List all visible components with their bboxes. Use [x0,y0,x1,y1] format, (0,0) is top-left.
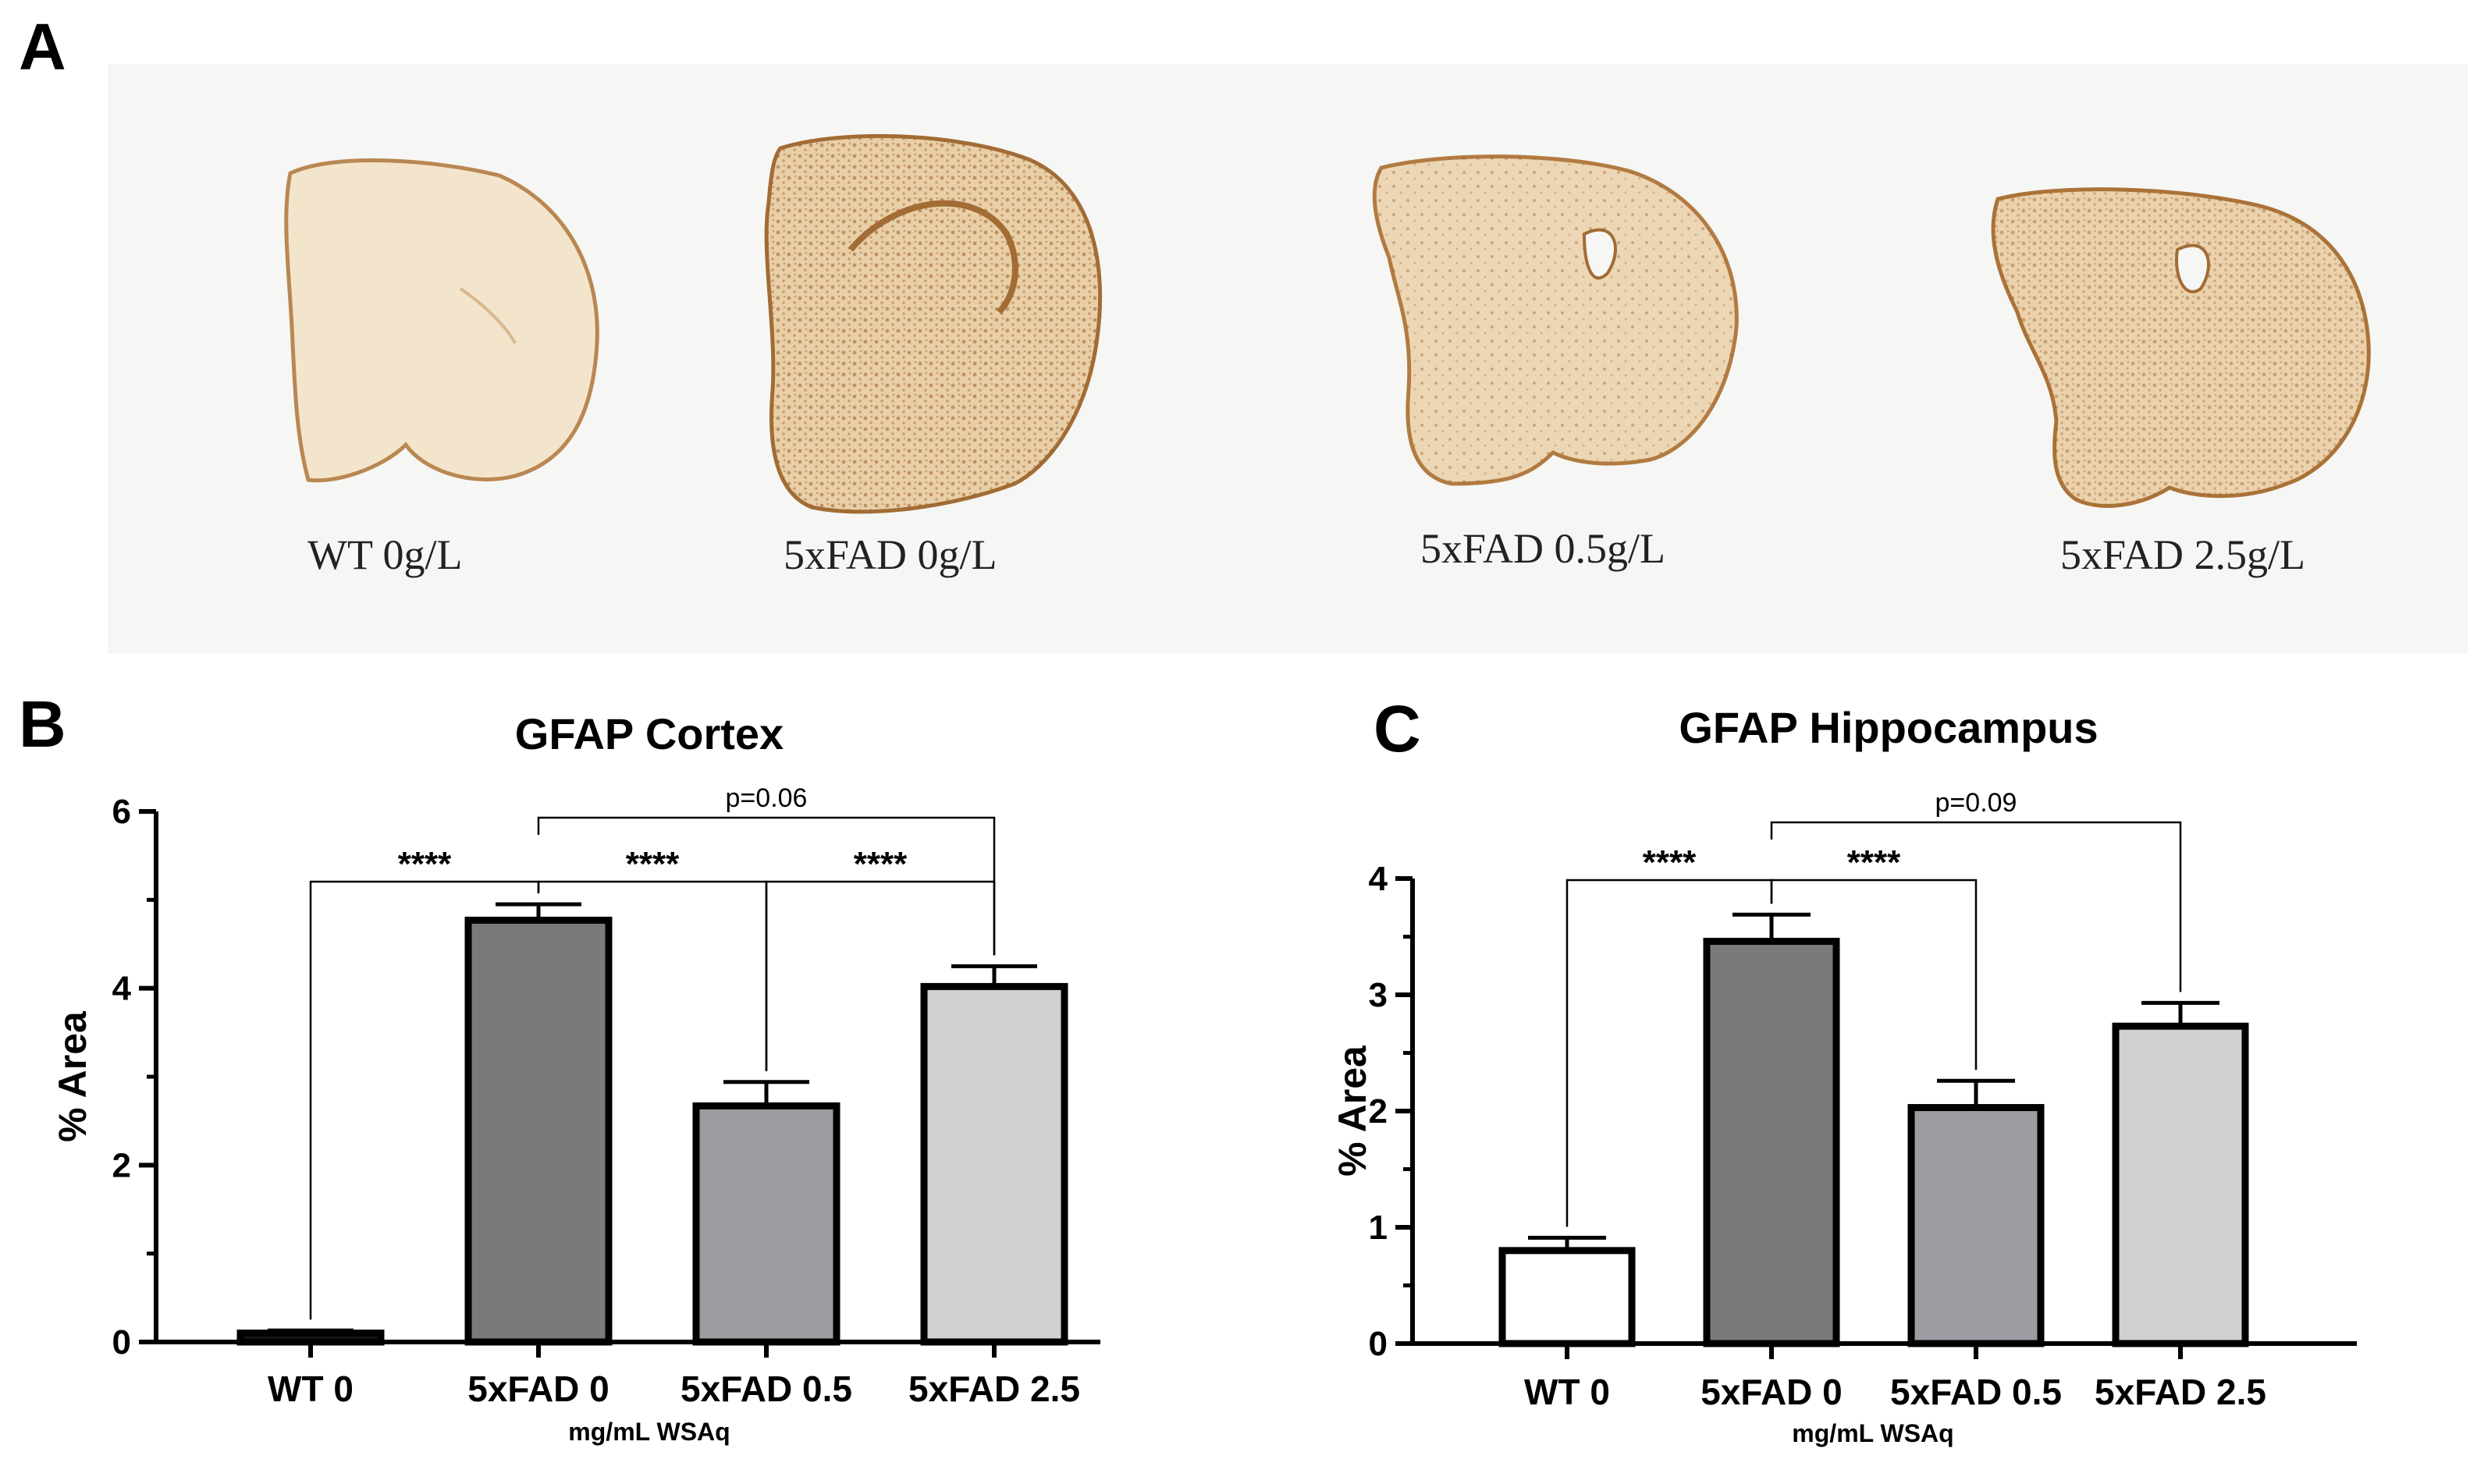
significance-stars: **** [626,845,680,883]
brain-slice-wt [284,158,599,483]
bar-wt-0 [236,1330,385,1346]
y-axis-label: % Area [51,1010,94,1142]
panel-letter-b: B [19,687,66,761]
slice-label-fad-0-5: 5xFAD 0.5g/L [1420,525,1666,572]
significance-stars: **** [854,845,908,883]
y-tick-label: 0 [112,1323,131,1362]
x-category-label: 5xFAD 0.5 [681,1369,852,1409]
chart-title: GFAP Hippocampus [1679,703,2098,752]
p-value-label: p=0.09 [1935,788,2017,818]
significance-bracket [537,816,996,956]
y-tick-label: 4 [112,970,132,1008]
x-axis-label: mg/mL WSAq [1792,1419,1953,1447]
bar-5xfad-0 [464,916,613,1346]
p-value-label: p=0.06 [726,783,808,813]
brain-slice-fad-0 [764,133,1103,514]
y-tick-label: 3 [1369,976,1388,1014]
brain-slice-fad-0-5 [1372,154,1739,486]
bar-wt-0 [1498,1247,1636,1347]
x-category-label: WT 0 [268,1369,354,1409]
chart-title: GFAP Cortex [515,709,784,758]
y-tick-label: 6 [112,793,131,831]
significance-bracket [1770,821,2182,992]
chart-gfap-hippocampus: GFAP Hippocampus 0 1 2 3 4 % Area WT 0 5xFAD 0 5x… [1331,703,2357,1447]
x-category-label: 5xFAD 0 [467,1369,609,1409]
x-category-label: 5xFAD 0 [1700,1372,1843,1412]
brain-slice-fad-2-5 [1991,187,2371,508]
significance-stars: **** [1643,843,1697,882]
chart-gfap-cortex: GFAP Cortex 0 2 4 6 % Area WT 0 5xFAD 0 5xFAD 0.… [51,709,1100,1446]
significance-stars: **** [398,845,452,883]
y-tick-label: 2 [112,1146,131,1184]
slice-label-wt: WT 0g/L [307,531,463,578]
x-category-label: 5xFAD 2.5 [2095,1372,2266,1412]
y-tick-label: 2 [1369,1092,1388,1131]
y-tick-label: 1 [1369,1209,1388,1247]
brain-slices [284,133,2371,514]
significance-bracket [1770,879,1978,1070]
significance-stars: **** [1847,843,1901,882]
bar-5xfad-2-5 [920,982,1068,1346]
x-category-label: 5xFAD 2.5 [908,1369,1080,1409]
bar-5xfad-0-5 [692,1102,840,1346]
bar-5xfad-0-5 [1907,1104,2045,1347]
bar-5xfad-2-5 [2112,1022,2249,1347]
slice-label-fad-2-5: 5xFAD 2.5g/L [2060,531,2306,578]
y-axis-label: % Area [1331,1045,1374,1177]
y-tick-label: 0 [1369,1325,1388,1363]
x-category-label: 5xFAD 0.5 [1890,1372,2062,1412]
panel-letter-a: A [19,10,66,83]
bar-5xfad-0 [1703,937,1840,1347]
y-tick-label: 4 [1369,860,1388,898]
x-axis-label: mg/mL WSAq [568,1418,730,1446]
x-category-label: WT 0 [1524,1372,1610,1412]
slice-label-fad-0: 5xFAD 0g/L [784,531,997,578]
panel-letter-c: C [1374,692,1421,765]
